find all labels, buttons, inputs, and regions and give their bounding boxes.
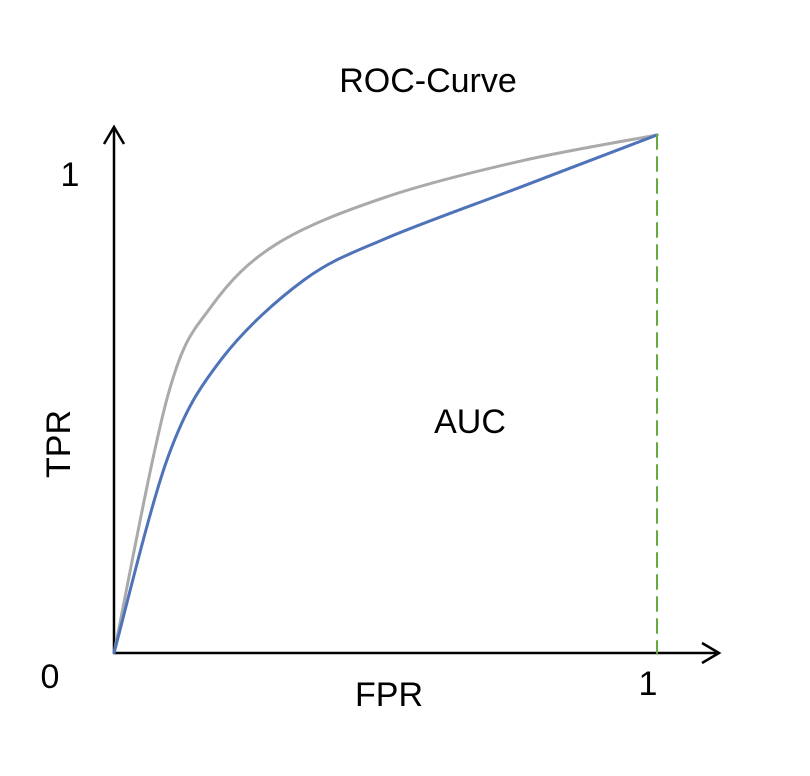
y-tick-label: 1 (61, 156, 80, 194)
roc-curve-gray (112, 133, 659, 655)
x-axis-arrowhead (701, 641, 722, 665)
chart-title: ROC-Curve (339, 62, 517, 100)
roc-curve-blue (112, 133, 659, 655)
origin-tick-label: 0 (41, 658, 60, 696)
series-layer (112, 133, 659, 655)
auc-annotation: AUC (434, 403, 506, 441)
y-axis-arrowhead (102, 124, 126, 145)
axes (102, 124, 722, 665)
x-tick-label: 1 (639, 665, 658, 703)
y-axis-label: TPR (40, 410, 78, 478)
x-axis-label: FPR (355, 676, 423, 714)
